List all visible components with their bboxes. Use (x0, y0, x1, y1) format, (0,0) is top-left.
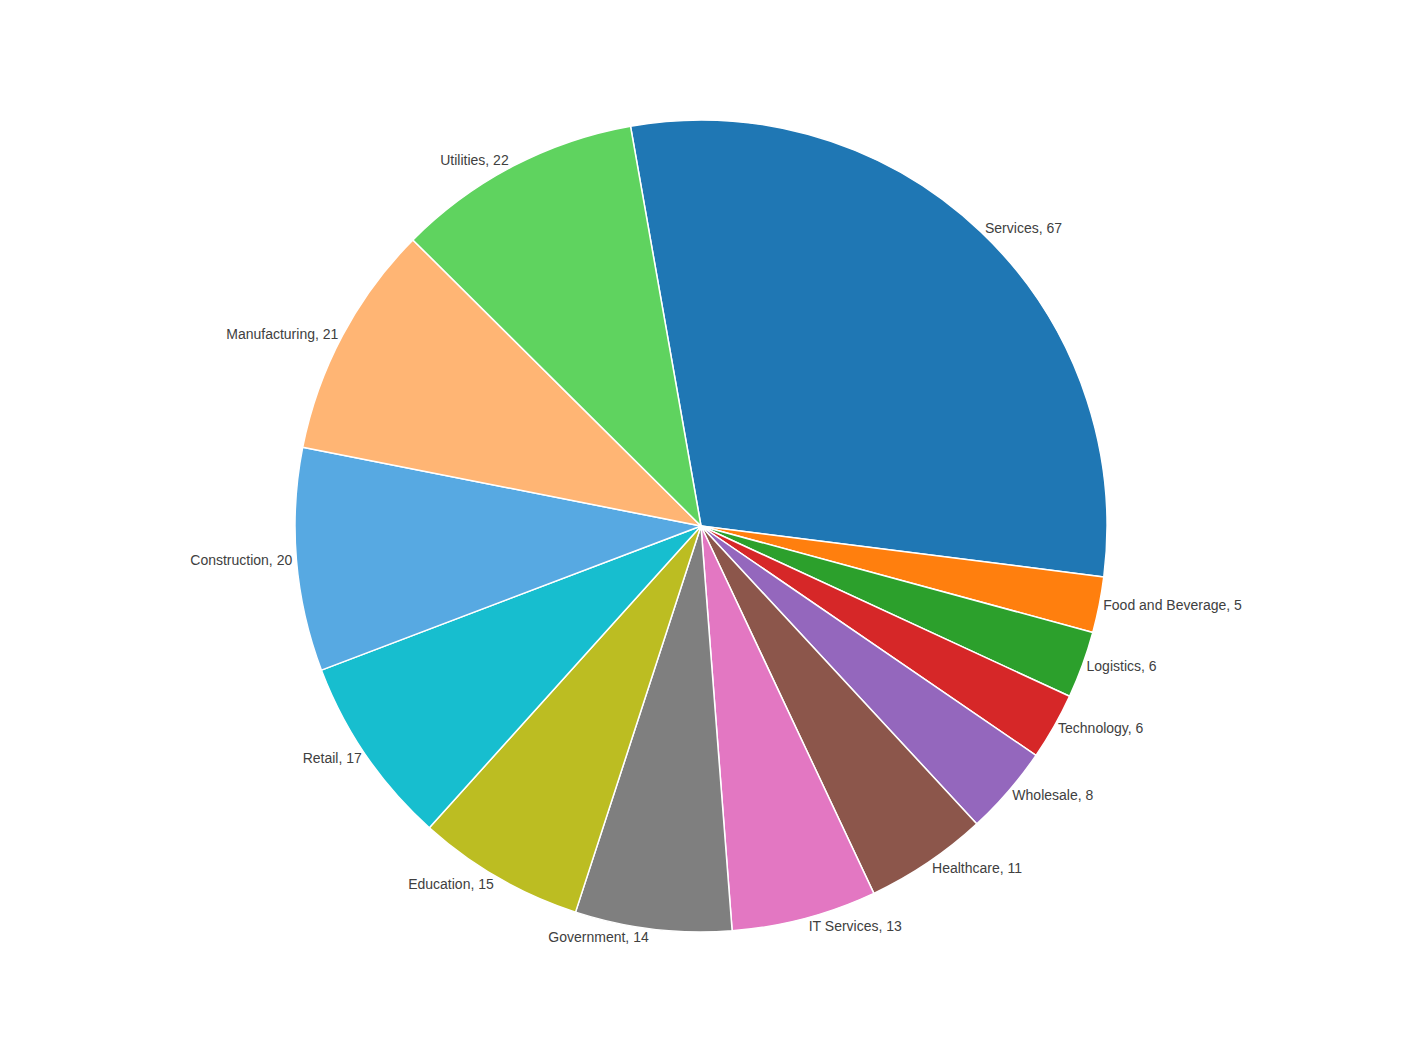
svg-text:Technology, 6: Technology, 6 (1058, 720, 1144, 736)
svg-text:Logistics, 6: Logistics, 6 (1087, 658, 1157, 674)
svg-text:Retail, 17: Retail, 17 (303, 750, 362, 766)
svg-text:Food and Beverage, 5: Food and Beverage, 5 (1103, 597, 1242, 613)
svg-text:Construction, 20: Construction, 20 (190, 552, 292, 568)
svg-text:IT Services, 13: IT Services, 13 (809, 918, 902, 934)
svg-text:Education, 15: Education, 15 (408, 876, 494, 892)
svg-text:Services, 67: Services, 67 (985, 220, 1062, 236)
svg-text:Wholesale, 8: Wholesale, 8 (1012, 787, 1093, 803)
svg-text:Government, 14: Government, 14 (548, 929, 649, 945)
svg-text:Manufacturing, 21: Manufacturing, 21 (226, 326, 338, 342)
svg-text:Healthcare, 11: Healthcare, 11 (932, 860, 1022, 876)
svg-text:Utilities, 22: Utilities, 22 (440, 152, 509, 168)
